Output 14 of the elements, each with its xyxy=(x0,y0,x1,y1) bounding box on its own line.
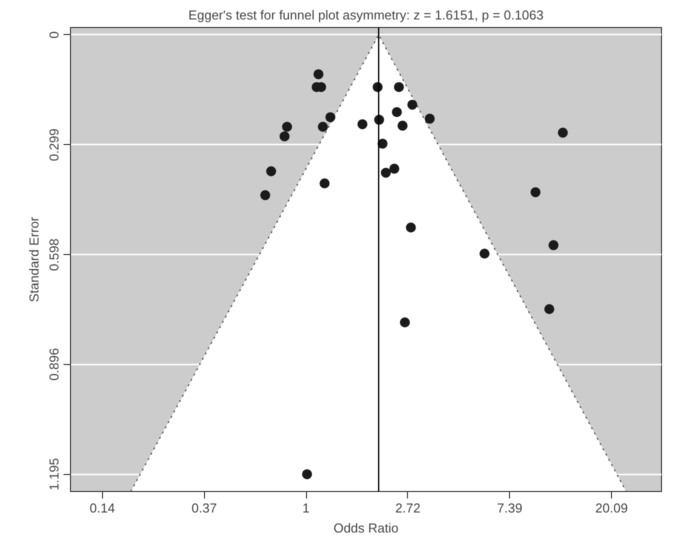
x-tick-label: 0.37 xyxy=(192,500,217,516)
y-tick-label: 0 xyxy=(46,31,62,38)
x-tick-label: 0.14 xyxy=(90,500,115,516)
x-tick-label: 1 xyxy=(302,500,310,516)
x-tick-label: 20.09 xyxy=(595,500,628,516)
chart-title: Egger's test for funnel plot asymmetry: z = 1.6151, p = 0.1063 xyxy=(188,8,544,22)
y-tick-label: 0.598 xyxy=(46,238,62,271)
x-tick-label: 2.72 xyxy=(395,500,421,516)
y-tick-label: 0.896 xyxy=(46,348,62,381)
y-axis-title: Standard Error xyxy=(26,216,42,302)
x-tick-label: 7.39 xyxy=(497,500,522,516)
x-axis-title: Odds Ratio xyxy=(333,520,399,536)
y-tick-label: 0.299 xyxy=(46,128,62,162)
y-tick-label: 1.195 xyxy=(46,458,62,490)
